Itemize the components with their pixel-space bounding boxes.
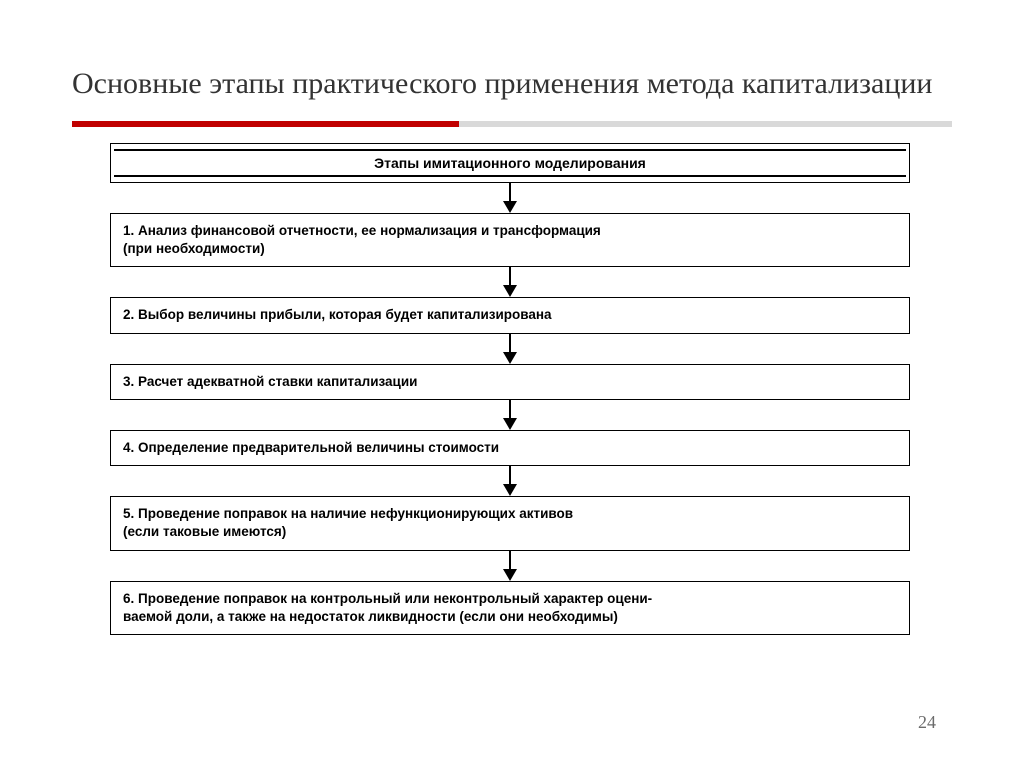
- flowchart: Этапы имитационного моделирования 1. Ана…: [110, 143, 910, 635]
- title-underline: [72, 121, 952, 127]
- slide-title: Основные этапы практического применения …: [72, 64, 952, 103]
- flowchart-header-box: Этапы имитационного моделирования: [110, 143, 910, 183]
- flowchart-step: 1. Анализ финансовой отчетности, ее норм…: [110, 213, 910, 267]
- flowchart-header: Этапы имитационного моделирования: [114, 149, 906, 177]
- slide: Основные этапы практического применения …: [0, 0, 1024, 767]
- flowchart-body: 1. Анализ финансовой отчетности, ее норм…: [110, 183, 910, 635]
- flowchart-step: 5. Проведение поправок на наличие нефунк…: [110, 496, 910, 550]
- flowchart-step: 4. Определение предварительной величины …: [110, 430, 910, 466]
- flowchart-arrow: [110, 334, 910, 364]
- flowchart-step: 6. Проведение поправок на контрольный ил…: [110, 581, 910, 635]
- flowchart-arrow: [110, 183, 910, 213]
- page-number: 24: [918, 712, 936, 733]
- flowchart-step: 2. Выбор величины прибыли, которая будет…: [110, 297, 910, 333]
- flowchart-arrow: [110, 551, 910, 581]
- flowchart-step: 3. Расчет адекватной ставки капитализаци…: [110, 364, 910, 400]
- flowchart-arrow: [110, 466, 910, 496]
- rule-gray: [459, 121, 952, 127]
- rule-red: [72, 121, 459, 127]
- flowchart-arrow: [110, 400, 910, 430]
- flowchart-arrow: [110, 267, 910, 297]
